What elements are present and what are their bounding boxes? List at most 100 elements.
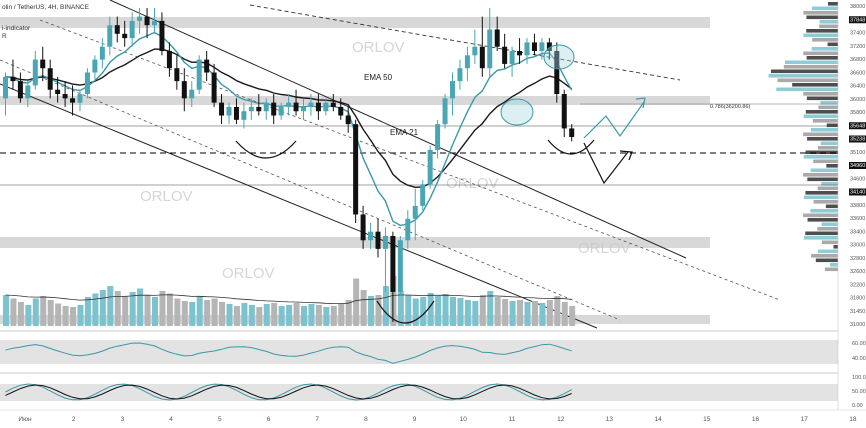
candle — [397, 235, 403, 297]
candle — [70, 85, 76, 116]
volume-bar — [345, 300, 352, 326]
volume-profile-bar — [803, 195, 838, 200]
candle-body — [546, 42, 552, 52]
candle — [509, 46, 515, 77]
volume-profile-bar — [776, 87, 838, 92]
volume-profile-bar — [771, 69, 838, 74]
volume-bar — [569, 306, 576, 326]
volume-bar — [32, 298, 39, 326]
price-axis-label: 31000 — [850, 322, 865, 328]
candle — [181, 68, 187, 112]
volume-profile-bar — [810, 168, 838, 173]
volume-bar — [166, 293, 173, 326]
time-axis[interactable]: Июн 2 3 4 5 6 7 8 9 10 11 12 13 14 15 16 17 18 — [0, 409, 866, 423]
candle-body — [390, 235, 396, 292]
candle-body — [166, 51, 172, 69]
candle — [129, 12, 135, 47]
volume-profile-bar — [811, 6, 838, 11]
volume-bar — [375, 295, 382, 326]
volume-profile-bar — [803, 51, 838, 56]
price-axis-label: 36400 — [850, 84, 865, 90]
forecast-arrow-bearish — [583, 142, 629, 185]
volume-profile-bar — [818, 249, 838, 254]
volume-profile-bar — [818, 146, 838, 150]
candle — [382, 227, 388, 292]
resistance-zone-top — [0, 17, 710, 28]
candle-body — [241, 111, 247, 120]
price-axis-label: 34600 — [850, 176, 865, 182]
fib-label: 0.786(36200.86) — [710, 104, 751, 110]
candle-body — [315, 102, 321, 112]
price-label-box — [849, 188, 866, 196]
candle — [405, 210, 411, 249]
candle — [84, 68, 90, 99]
volume-bar — [271, 303, 278, 326]
time-axis-label: 7 — [315, 416, 319, 423]
candle — [315, 94, 321, 120]
candle — [360, 205, 366, 249]
candle-body — [278, 106, 284, 116]
volume-bar — [435, 296, 442, 326]
candle — [77, 89, 83, 112]
candle — [546, 38, 552, 60]
candle — [330, 94, 336, 112]
volume-bar — [181, 301, 188, 326]
candle-body — [442, 98, 448, 125]
osc1-axis-label: 60.00 — [852, 341, 866, 347]
volume-bar — [174, 298, 181, 326]
candle — [211, 63, 217, 107]
candle — [368, 223, 374, 249]
volume-profile-bar — [807, 218, 838, 222]
volume-bar — [107, 286, 114, 326]
volume-profile-bar — [803, 33, 838, 38]
candle-body — [174, 68, 180, 82]
price-axis-label: 33800 — [850, 203, 865, 209]
price-axis[interactable]: 38000 37848 37400 37200 36800 36600 36400 36000… — [837, 0, 866, 410]
volume-bar — [77, 305, 84, 326]
candle-body — [479, 46, 485, 69]
volume-profile-bar — [792, 83, 838, 87]
volume-profile-bar — [810, 128, 838, 132]
candle-body — [181, 81, 187, 99]
candle — [62, 81, 68, 107]
candle-body — [494, 29, 500, 47]
candle — [524, 38, 530, 64]
oscillator-axis-labels: 60.00 40.00 100.0 50.00 0.00 — [852, 341, 866, 409]
volume-bar — [129, 292, 136, 326]
volume-profile-bar — [830, 263, 838, 267]
pattern-annotations — [235, 44, 646, 324]
candle-body — [144, 16, 150, 26]
price-axis-label: 36800 — [850, 57, 865, 63]
volume-bar — [17, 302, 24, 326]
candle-body — [62, 94, 68, 99]
volume-profile-bar — [833, 245, 838, 249]
price-axis-label: 35800 — [850, 110, 865, 116]
price-axis-label: 37200 — [850, 44, 865, 50]
highlight-ellipse-2 — [500, 98, 534, 126]
volume-bar — [286, 305, 293, 326]
volume-profile-bar — [803, 155, 838, 159]
volume-profile-bar — [827, 42, 838, 47]
volume-profile-bar — [819, 20, 838, 24]
candle — [301, 98, 306, 120]
volume-bar — [472, 301, 479, 326]
candle — [226, 102, 232, 125]
price-axis-labels: 38000 37848 37400 37200 36800 36600 36400 36000… — [849, 4, 866, 328]
price-label-box — [849, 16, 866, 24]
price-axis-label: 37848 — [850, 17, 865, 23]
osc1-axis-label: 40.00 — [852, 356, 866, 362]
volume-profile-bar — [806, 56, 838, 60]
candle — [539, 38, 545, 60]
volume-bar — [315, 305, 322, 326]
trend-lines — [0, 0, 781, 329]
volume-bar — [70, 307, 77, 326]
candle-body — [464, 55, 470, 69]
price-axis-label: 36000 — [850, 97, 865, 103]
oscillator-1-line — [5, 342, 572, 364]
volume-bar — [99, 290, 106, 326]
chart-symbol-title: olin / TetherUS, 4H, BINANCE — [2, 4, 89, 11]
candle — [323, 98, 329, 116]
volume-bars — [3, 276, 576, 326]
volume-bar — [524, 302, 531, 326]
